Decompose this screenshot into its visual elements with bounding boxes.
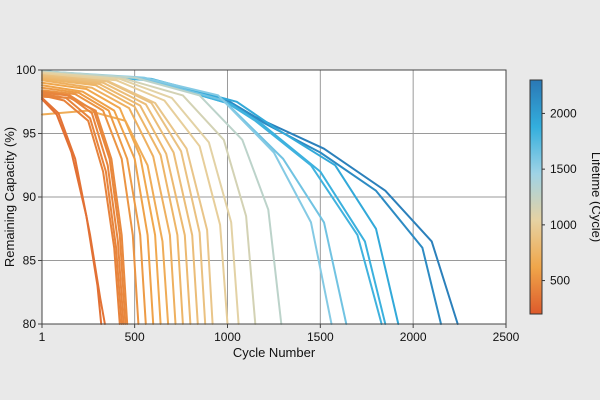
series-line — [41, 84, 155, 325]
x-tick-label: 1000 — [214, 330, 241, 344]
y-axis-title: Remaining Capacity (%) — [2, 127, 17, 267]
colorbar-tick-label: 2000 — [550, 106, 577, 120]
series-line — [41, 76, 192, 325]
x-axis-ticks: 1 500 1000 1500 2000 2500 — [39, 324, 520, 344]
series-line — [41, 89, 140, 325]
x-tick-label: 1 — [39, 330, 46, 344]
series-line — [41, 94, 121, 325]
series-line — [41, 72, 229, 325]
y-tick-label: 90 — [23, 190, 37, 204]
series-line — [41, 71, 240, 325]
x-tick-label: 1500 — [307, 330, 334, 344]
series-line — [41, 79, 177, 325]
series-line — [41, 81, 162, 325]
x-tick-label: 2000 — [400, 330, 427, 344]
series-line — [41, 75, 199, 325]
y-tick-label: 80 — [23, 317, 37, 331]
series-line — [41, 70, 283, 325]
x-axis-title: Cycle Number — [233, 345, 316, 360]
colorbar-tick-label: 1000 — [550, 218, 577, 232]
colorbar-title: Lifetime (Cycle) — [589, 152, 600, 242]
series-line — [41, 74, 207, 325]
colorbar-tick-label: 1500 — [550, 162, 577, 176]
y-tick-label: 85 — [23, 254, 37, 268]
series-line — [41, 77, 184, 325]
colorbar-tick-label: 500 — [550, 274, 570, 288]
y-axis-ticks: 80 85 90 95 100 — [16, 63, 42, 331]
series-line — [41, 98, 103, 325]
series-lines — [41, 70, 459, 325]
x-tick-label: 2500 — [493, 330, 520, 344]
series-line — [41, 91, 125, 325]
colorbar — [529, 79, 543, 315]
y-tick-label: 95 — [23, 127, 37, 141]
series-line — [41, 93, 123, 325]
x-tick-label: 500 — [125, 330, 145, 344]
y-tick-label: 100 — [16, 63, 36, 77]
colorbar-ticks: 500 1000 1500 2000 — [542, 106, 577, 288]
series-line — [41, 86, 147, 325]
